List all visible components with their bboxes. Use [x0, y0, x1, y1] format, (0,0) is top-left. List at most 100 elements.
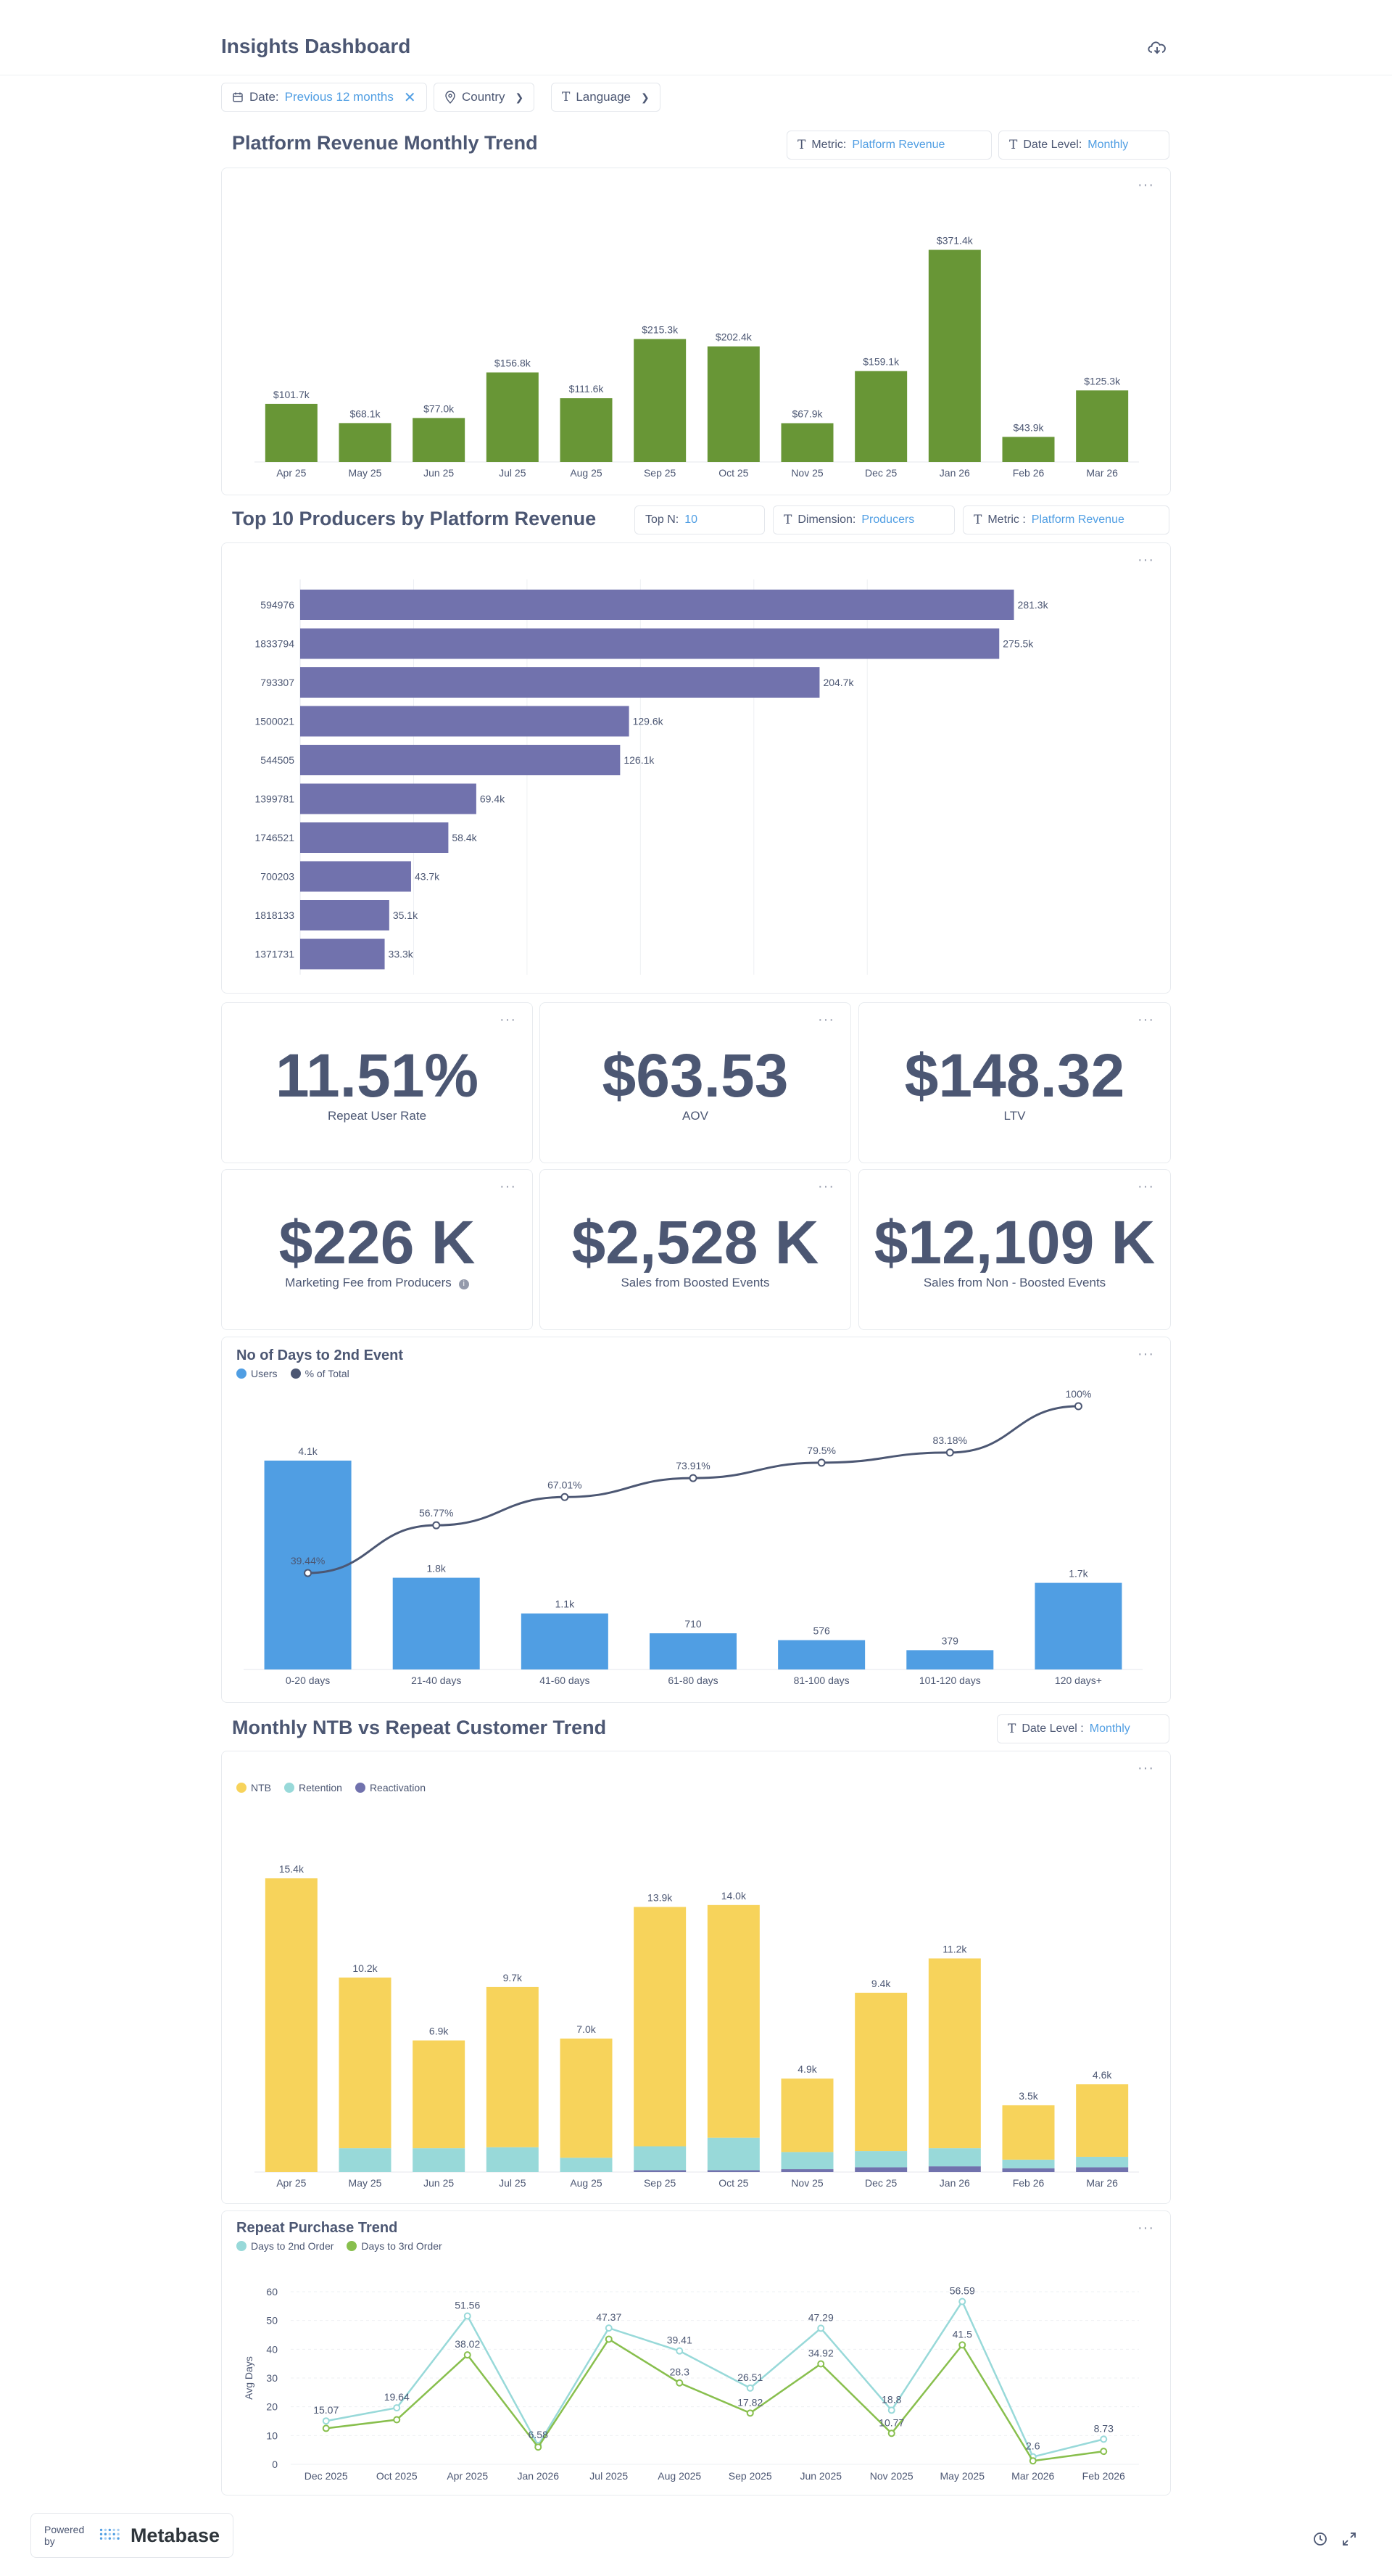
bar-segment [634, 1907, 687, 2147]
data-label: 129.6k [633, 716, 664, 727]
bar-segment [560, 2038, 613, 2158]
kpi-label: LTV [1003, 1109, 1026, 1123]
more-options-icon[interactable]: ··· [500, 1178, 516, 1194]
kpi-value: $63.53 [602, 1041, 789, 1110]
ntb-date-level-parameter[interactable]: T Date Level : Monthly [997, 1714, 1169, 1743]
data-label: 47.29 [808, 2311, 834, 2323]
data-label: 126.1k [624, 754, 655, 766]
date-filter-value: Previous 12 months [284, 90, 394, 104]
more-options-icon[interactable]: ··· [818, 1012, 834, 1028]
y-tick-label: 60 [266, 2286, 278, 2298]
producers-bar-chart: 594976 281.3k 1833794 275.5k 793307 204.7k 150… [254, 579, 1049, 975]
bar [781, 423, 834, 462]
data-label: 58.4k [452, 832, 477, 843]
data-point [676, 2347, 684, 2355]
bar [707, 346, 760, 462]
bar [486, 372, 539, 462]
clock-icon[interactable] [1312, 2531, 1328, 2547]
bar-segment [265, 1878, 318, 2172]
revenue-section-title: Platform Revenue Monthly Trend [232, 132, 538, 154]
x-tick-label: 61-80 days [668, 1675, 718, 1686]
legend-swatch [284, 1783, 294, 1793]
powered-by-badge[interactable]: Powered by Metabase [30, 2513, 233, 2558]
x-tick-label: Mar 2026 [1011, 2470, 1054, 2482]
data-label: 10.2k [352, 1962, 378, 1974]
revenue-bar-chart: $101.7k Apr 25 $68.1k May 25 $77.0k Jun 25 $15… [254, 235, 1139, 479]
text-icon: T [798, 138, 806, 152]
more-options-icon[interactable]: ··· [1138, 1012, 1154, 1028]
kpi-label: AOV [682, 1109, 708, 1123]
parameter-value: Platform Revenue [1031, 513, 1124, 526]
more-options-icon[interactable]: ··· [818, 1178, 834, 1194]
legend-item[interactable]: % of Total [290, 1368, 349, 1379]
date-filter[interactable]: Date: Previous 12 months ✕ [221, 83, 427, 112]
x-tick-label: Oct 25 [718, 2177, 748, 2189]
data-point [393, 2404, 401, 2412]
data-label: 4.9k [798, 2063, 817, 2075]
data-point [605, 2335, 613, 2343]
legend-item[interactable]: Days to 3rd Order [347, 2240, 442, 2252]
legend-label: Days to 3rd Order [361, 2240, 442, 2252]
bar [392, 1577, 480, 1669]
data-point [817, 1458, 826, 1467]
legend-item[interactable]: Retention [284, 1782, 342, 1793]
bar-segment [1002, 2105, 1055, 2160]
cloud-download-icon[interactable] [1147, 38, 1167, 58]
language-filter[interactable]: T Language ❯ [551, 83, 660, 112]
legend-item[interactable]: Reactivation [355, 1782, 426, 1793]
kpi-value: $148.32 [904, 1041, 1125, 1110]
bar [300, 745, 621, 775]
data-point [560, 1493, 569, 1501]
clear-filter-icon[interactable]: ✕ [403, 89, 416, 106]
country-filter[interactable]: Country ❯ [434, 83, 535, 112]
kpi-card-marketing-fee: ··· $226 K Marketing Fee from Producers i [221, 1169, 533, 1330]
data-label: 1.7k [1069, 1568, 1088, 1580]
info-icon[interactable]: i [458, 1279, 469, 1289]
data-label: 79.5% [807, 1445, 836, 1456]
topn-parameter[interactable]: Top N: 10 [634, 505, 765, 534]
x-tick-label: Dec 25 [865, 467, 898, 479]
x-tick-label: Jan 26 [940, 2177, 970, 2189]
bar [300, 783, 476, 814]
text-icon: T [784, 513, 792, 527]
data-label: 7.0k [576, 2023, 596, 2035]
data-label: $125.3k [1084, 375, 1121, 387]
fullscreen-icon[interactable] [1341, 2531, 1357, 2547]
x-tick-label: Feb 2026 [1082, 2470, 1125, 2482]
dimension-parameter[interactable]: T Dimension: Producers [773, 505, 955, 534]
more-options-icon[interactable]: ··· [1138, 1178, 1154, 1194]
y-tick-label: 1746521 [254, 832, 294, 843]
data-label: 4.1k [298, 1445, 318, 1457]
x-tick-label: Sep 2025 [729, 2470, 772, 2482]
location-pin-icon [445, 91, 455, 104]
data-label: $371.4k [937, 235, 974, 247]
bar-segment [707, 1904, 760, 2138]
page-title: Insights Dashboard [221, 35, 411, 57]
revenue-metric-parameter[interactable]: T Metric: Platform Revenue [787, 131, 992, 160]
x-tick-label: 21-40 days [411, 1675, 461, 1686]
data-label: 100% [1066, 1388, 1092, 1400]
metabase-logo-icon [100, 2528, 120, 2540]
legend-item[interactable]: Users [236, 1368, 278, 1379]
kpi-value: $226 K [278, 1208, 476, 1276]
data-label: 710 [684, 1618, 702, 1630]
x-tick-label: Feb 26 [1013, 2177, 1045, 2189]
producers-metric-parameter[interactable]: T Metric : Platform Revenue [963, 505, 1169, 534]
legend-swatch [236, 1783, 246, 1793]
y-tick-label: 40 [266, 2343, 278, 2355]
legend-label: Retention [299, 1782, 342, 1793]
data-label: 11.2k [942, 1943, 967, 1954]
data-label: 6.58 [529, 2429, 548, 2440]
legend-item[interactable]: NTB [236, 1782, 271, 1793]
kpi-card-aov: ··· $63.53 AOV [539, 1002, 851, 1163]
legend-item[interactable]: Days to 2nd Order [236, 2240, 334, 2252]
more-options-icon[interactable]: ··· [500, 1012, 516, 1028]
legend-label: Reactivation [369, 1782, 426, 1793]
legend-swatch [347, 2241, 357, 2251]
y-tick-label: 700203 [260, 871, 294, 883]
data-point [322, 2424, 330, 2432]
parameter-label: Date Level : [1022, 1722, 1084, 1735]
revenue-date-level-parameter[interactable]: T Date Level: Monthly [998, 131, 1169, 160]
bar-segment [1002, 2168, 1055, 2172]
bar-segment [1002, 2159, 1055, 2168]
